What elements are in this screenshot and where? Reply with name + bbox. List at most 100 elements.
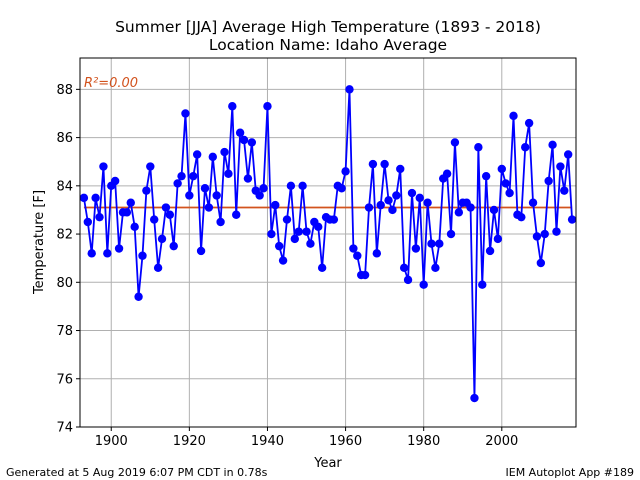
data-point [298,181,307,191]
data-point [87,249,96,258]
data-point [435,239,444,248]
data-point [380,159,389,169]
data-point [196,246,206,256]
data-point [349,244,358,253]
data-point [419,280,428,289]
data-point [212,191,221,200]
data-point [274,241,284,251]
data-point [528,198,538,207]
data-point [173,179,182,188]
data-point [478,280,487,289]
data-point [505,188,514,198]
chart-title: Summer [JJA] Average High Temperature (1… [115,18,541,36]
plot-frame [79,57,577,428]
data-point [185,191,194,200]
data-point [415,193,424,203]
data-point [552,227,561,236]
footer-generated: Generated at 5 Aug 2019 6:07 PM CDT in 0… [6,466,268,479]
data-point [556,162,565,171]
data-point [411,244,421,253]
data-point [165,210,175,219]
data-point [294,227,303,236]
data-point [169,241,178,251]
data-point [364,203,374,212]
data-point [489,205,499,215]
data-point [224,169,233,178]
ticks: 1900 1920 1940 1960 1980 2000 74 76 78 80 82 84 86 88 [56,83,518,449]
r-squared-annotation: R²=0.00 [84,76,138,91]
data-point [392,191,401,200]
data-point [509,111,518,121]
data-point [157,234,167,244]
data-point [532,232,542,241]
data-point [200,184,210,193]
y-tick-label: 76 [56,372,73,387]
x-tick-label: 1940 [251,434,284,449]
data-point [345,85,354,94]
data-point [138,251,147,260]
data-point [376,200,385,210]
data-point [99,162,108,171]
data-point [384,196,393,205]
data-point [341,167,350,176]
data-point [153,263,163,273]
data-point [146,162,155,171]
data-point [232,210,241,219]
data-point [563,150,573,159]
data-point [278,256,288,265]
data-point [450,138,460,147]
data-point [524,118,534,128]
data-point [427,239,436,248]
data-point [360,270,370,280]
x-tick-label: 1920 [173,434,206,449]
data-point [302,227,311,236]
y-tick-label: 80 [56,276,73,291]
data-point [544,176,553,186]
data-point [189,171,198,181]
data-point [470,393,479,403]
data-point [501,179,510,188]
data-point [122,208,132,217]
data-point [337,184,346,193]
y-tick-label: 78 [56,324,73,339]
x-tick-label: 1980 [407,434,440,449]
data-point [239,135,249,145]
data-point [407,188,417,198]
data-point [216,217,225,227]
data-point [403,275,413,285]
y-tick-label: 74 [56,421,73,436]
data-point [446,229,456,239]
data-point [228,102,237,111]
data-point [79,193,89,203]
grid [80,58,576,428]
data-point [235,128,245,137]
data-point [134,292,143,301]
data-point [314,222,323,232]
data-point [290,234,299,244]
series-layer [79,85,577,403]
data-point [83,217,93,227]
data-point [372,249,382,258]
data-point [208,152,217,162]
data-point [243,174,253,183]
x-tick-label: 1960 [329,434,362,449]
data-point [255,191,264,200]
data-point [540,229,549,239]
chart-subtitle: Location Name: Idaho Average [209,36,447,54]
data-point [536,258,546,268]
y-tick-label: 84 [56,179,73,194]
data-point [220,147,229,157]
data-point [548,140,557,150]
x-axis-label: Year [313,456,342,471]
y-tick-label: 86 [56,131,73,146]
data-point [271,200,280,210]
data-point [263,102,272,111]
data-point [306,239,315,248]
data-point [485,246,495,256]
data-point [560,186,569,195]
data-point [454,208,464,217]
data-point [103,249,112,258]
data-point [192,150,202,159]
data-point [466,203,475,212]
